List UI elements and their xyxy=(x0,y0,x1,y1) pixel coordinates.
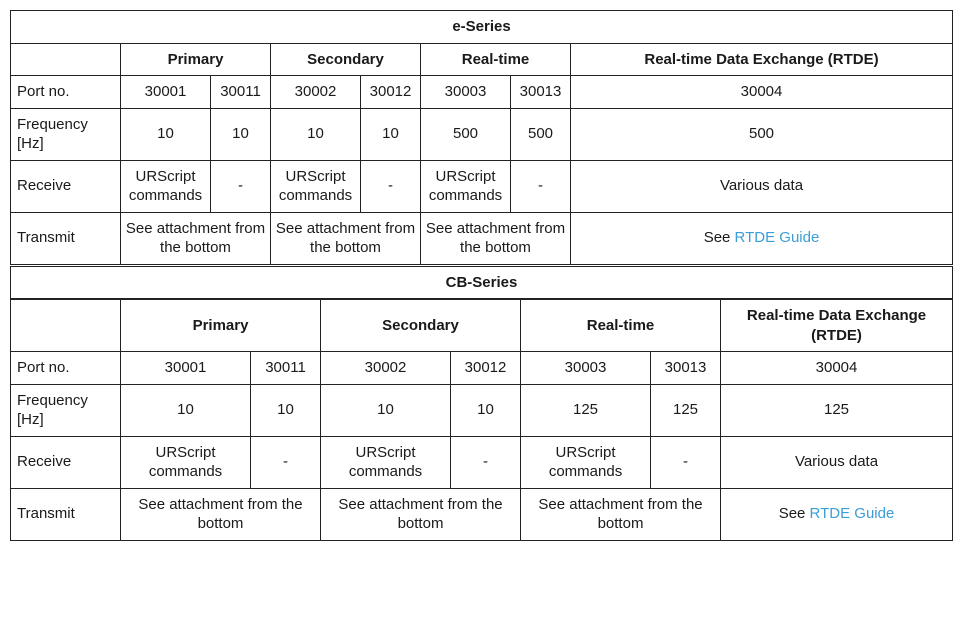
cbseries-freq-rtde: 125 xyxy=(721,384,953,436)
eseries-blank-header xyxy=(11,43,121,76)
eseries-freq-realtime-b: 500 xyxy=(511,108,571,160)
eseries-table: e-Series Primary Secondary Real-time Rea… xyxy=(10,10,953,299)
cbseries-header-rtde: Real-time Data Exchange (RTDE) xyxy=(721,300,953,352)
cbseries-freq-realtime-a: 125 xyxy=(521,384,651,436)
eseries-header-secondary: Secondary xyxy=(271,43,421,76)
rtde-guide-link[interactable]: RTDE Guide xyxy=(810,505,895,522)
cbseries-receive-primary-a: URScript commands xyxy=(121,436,251,488)
eseries-transmit-secondary: See attachment from the bottom xyxy=(271,212,421,265)
eseries-receive-primary-a: URScript commands xyxy=(121,160,211,212)
cbseries-blank-header xyxy=(11,300,121,352)
cbseries-port-label: Port no. xyxy=(11,352,121,385)
eseries-transmit-primary: See attachment from the bottom xyxy=(121,212,271,265)
eseries-transmit-realtime: See attachment from the bottom xyxy=(421,212,571,265)
eseries-receive-rtde: Various data xyxy=(571,160,953,212)
eseries-freq-secondary-a: 10 xyxy=(271,108,361,160)
tables-container: e-Series Primary Secondary Real-time Rea… xyxy=(10,10,953,541)
cbseries-freq-secondary-b: 10 xyxy=(451,384,521,436)
cbseries-title: CB-Series xyxy=(11,265,953,299)
eseries-port-secondary-a: 30002 xyxy=(271,76,361,109)
cbseries-freq-secondary-a: 10 xyxy=(321,384,451,436)
cbseries-port-realtime-b: 30013 xyxy=(651,352,721,385)
eseries-freq-secondary-b: 10 xyxy=(361,108,421,160)
eseries-header-row: Primary Secondary Real-time Real-time Da… xyxy=(11,43,953,76)
cbseries-title-row: CB-Series xyxy=(11,265,953,299)
cbseries-port-realtime-a: 30003 xyxy=(521,352,651,385)
eseries-transmit-label: Transmit xyxy=(11,212,121,265)
eseries-receive-row: Receive URScript commands - URScript com… xyxy=(11,160,953,212)
cbseries-transmit-label: Transmit xyxy=(11,488,121,540)
cbseries-receive-primary-b: - xyxy=(251,436,321,488)
cbseries-receive-row: Receive URScript commands - URScript com… xyxy=(11,436,953,488)
eseries-freq-rtde: 500 xyxy=(571,108,953,160)
cbseries-receive-secondary-b: - xyxy=(451,436,521,488)
cbseries-table: Primary Secondary Real-time Real-time Da… xyxy=(10,299,953,541)
eseries-port-primary-b: 30011 xyxy=(211,76,271,109)
eseries-receive-label: Receive xyxy=(11,160,121,212)
cbseries-header-row: Primary Secondary Real-time Real-time Da… xyxy=(11,300,953,352)
cbseries-receive-rtde: Various data xyxy=(721,436,953,488)
cbseries-header-secondary: Secondary xyxy=(321,300,521,352)
cbseries-rtde-prefix: See xyxy=(779,505,810,522)
cbseries-port-row: Port no. 30001 30011 30002 30012 30003 3… xyxy=(11,352,953,385)
cbseries-transmit-realtime: See attachment from the bottom xyxy=(521,488,721,540)
eseries-title: e-Series xyxy=(11,11,953,44)
cbseries-transmit-secondary: See attachment from the bottom xyxy=(321,488,521,540)
cbseries-transmit-primary: See attachment from the bottom xyxy=(121,488,321,540)
eseries-receive-primary-b: - xyxy=(211,160,271,212)
eseries-port-secondary-b: 30012 xyxy=(361,76,421,109)
cbseries-receive-realtime-a: URScript commands xyxy=(521,436,651,488)
cbseries-transmit-rtde: See RTDE Guide xyxy=(721,488,953,540)
cbseries-header-primary: Primary xyxy=(121,300,321,352)
eseries-freq-primary-a: 10 xyxy=(121,108,211,160)
cbseries-port-secondary-b: 30012 xyxy=(451,352,521,385)
cbseries-receive-realtime-b: - xyxy=(651,436,721,488)
eseries-rtde-prefix: See xyxy=(704,229,735,246)
eseries-freq-realtime-a: 500 xyxy=(421,108,511,160)
cbseries-header-realtime: Real-time xyxy=(521,300,721,352)
cbseries-port-primary-a: 30001 xyxy=(121,352,251,385)
eseries-title-row: e-Series xyxy=(11,11,953,44)
eseries-transmit-row: Transmit See attachment from the bottom … xyxy=(11,212,953,265)
eseries-port-primary-a: 30001 xyxy=(121,76,211,109)
eseries-port-realtime-a: 30003 xyxy=(421,76,511,109)
cbseries-receive-secondary-a: URScript commands xyxy=(321,436,451,488)
eseries-freq-primary-b: 10 xyxy=(211,108,271,160)
cbseries-freq-label: Frequency [Hz] xyxy=(11,384,121,436)
cbseries-freq-realtime-b: 125 xyxy=(651,384,721,436)
eseries-port-label: Port no. xyxy=(11,76,121,109)
eseries-header-realtime: Real-time xyxy=(421,43,571,76)
eseries-freq-row: Frequency [Hz] 10 10 10 10 500 500 500 xyxy=(11,108,953,160)
eseries-receive-secondary-b: - xyxy=(361,160,421,212)
cbseries-port-secondary-a: 30002 xyxy=(321,352,451,385)
cbseries-freq-row: Frequency [Hz] 10 10 10 10 125 125 125 xyxy=(11,384,953,436)
eseries-receive-secondary-a: URScript commands xyxy=(271,160,361,212)
cbseries-receive-label: Receive xyxy=(11,436,121,488)
eseries-port-rtde: 30004 xyxy=(571,76,953,109)
eseries-port-realtime-b: 30013 xyxy=(511,76,571,109)
eseries-freq-label: Frequency [Hz] xyxy=(11,108,121,160)
eseries-header-primary: Primary xyxy=(121,43,271,76)
cbseries-port-rtde: 30004 xyxy=(721,352,953,385)
eseries-header-rtde: Real-time Data Exchange (RTDE) xyxy=(571,43,953,76)
cbseries-port-primary-b: 30011 xyxy=(251,352,321,385)
cbseries-freq-primary-b: 10 xyxy=(251,384,321,436)
eseries-transmit-rtde: See RTDE Guide xyxy=(571,212,953,265)
eseries-port-row: Port no. 30001 30011 30002 30012 30003 3… xyxy=(11,76,953,109)
eseries-receive-realtime-b: - xyxy=(511,160,571,212)
rtde-guide-link[interactable]: RTDE Guide xyxy=(735,229,820,246)
cbseries-transmit-row: Transmit See attachment from the bottom … xyxy=(11,488,953,540)
eseries-receive-realtime-a: URScript commands xyxy=(421,160,511,212)
cbseries-freq-primary-a: 10 xyxy=(121,384,251,436)
